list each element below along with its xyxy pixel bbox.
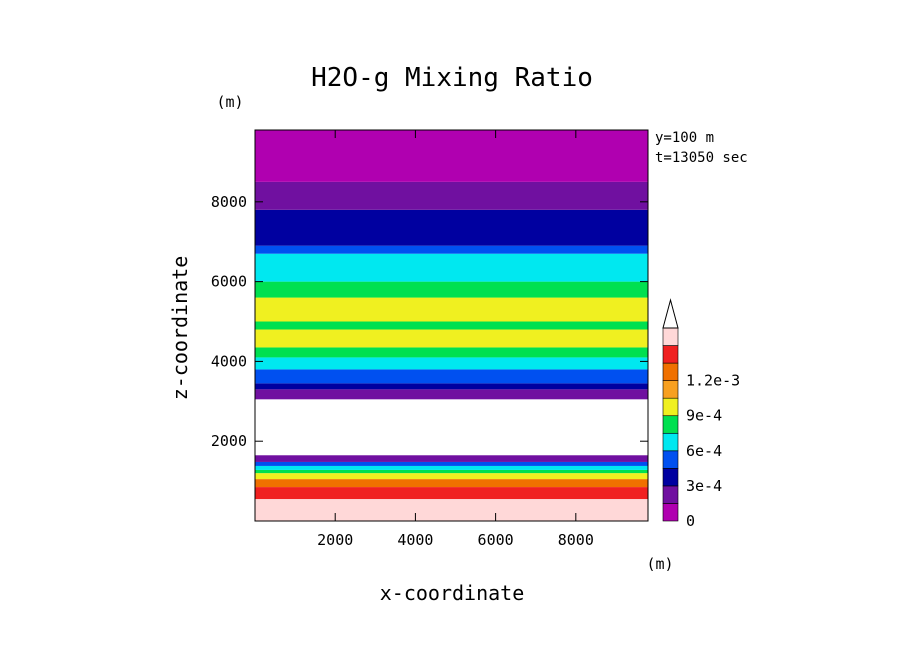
colorbar-swatch	[662, 450, 679, 469]
colorbar-swatch	[662, 468, 679, 487]
y-tick-label: 6000	[211, 273, 247, 291]
colorbar-swatch	[662, 362, 679, 381]
annotation-y-position: y=100 m	[655, 130, 714, 146]
x-axis-label: x-coordinate	[380, 581, 525, 605]
contour-band-blue-layer	[255, 461, 648, 466]
colorbar-extension-triangle	[662, 298, 679, 329]
contour-band-purple-layer	[255, 455, 648, 462]
colorbar-tick-label: 6e-4	[686, 442, 722, 460]
contour-band-blue-upper	[255, 245, 648, 254]
colorbar-swatch	[662, 327, 679, 346]
contour-band-purple-cap	[255, 389, 648, 400]
plot-area	[254, 129, 649, 522]
contour-band-yellow-layer	[255, 473, 648, 480]
contour-band-cyan-layer	[255, 465, 648, 470]
contour-band-green-mid	[255, 347, 648, 358]
x-unit-label: (m)	[646, 555, 673, 573]
contour-band-orange-layer	[255, 479, 648, 488]
colorbar: 0 3e-4 6e-4 9e-4 1.2e-3	[662, 298, 740, 530]
x-tick-label: 2000	[317, 531, 353, 549]
y-tick-label: 4000	[211, 352, 247, 370]
y-axis-ticks: 2000 4000 6000 8000	[211, 193, 648, 450]
contour-band-navy-lower	[255, 383, 648, 390]
chart-title: H2O-g Mixing Ratio	[311, 63, 593, 93]
colorbar-swatch	[662, 432, 679, 452]
contour-band-navy-upper	[255, 209, 648, 246]
x-tick-label: 6000	[478, 531, 514, 549]
colorbar-tick-label: 0	[686, 512, 695, 530]
y-unit-label: (m)	[216, 93, 243, 111]
contour-band-cyan-lower	[255, 357, 648, 370]
contour-band-green-upper	[255, 281, 648, 298]
colorbar-swatch	[662, 415, 679, 434]
colorbar-tick-label: 1.2e-3	[686, 372, 740, 390]
x-tick-label: 4000	[397, 531, 433, 549]
contour-band-yellow-upper	[255, 297, 648, 322]
y-tick-label: 8000	[211, 193, 247, 211]
x-axis-ticks: 2000 4000 6000 8000	[317, 130, 594, 549]
plot-frame	[254, 129, 649, 522]
colorbar-tick-label: 3e-4	[686, 477, 722, 495]
contour-band-violet-upper	[255, 181, 648, 210]
colorbar-swatch	[662, 397, 679, 417]
x-tick-label: 8000	[558, 531, 594, 549]
contour-band-magenta-top	[255, 130, 648, 182]
colorbar-tick-label: 9e-4	[686, 407, 722, 425]
y-tick-label: 2000	[211, 432, 247, 450]
contour-band-green-mid-upper	[255, 321, 648, 330]
colorbar-swatch	[662, 485, 679, 504]
y-axis-label: z-coordinate	[168, 256, 192, 401]
contour-band-surface-moist-layer	[255, 499, 648, 521]
contour-band-cyan-upper	[255, 253, 648, 282]
colorbar-swatch	[662, 380, 679, 399]
colorbar-swatch	[662, 503, 679, 522]
contour-band-green-layer	[255, 469, 648, 474]
contour-band-red-layer	[255, 487, 648, 500]
annotation-time: t=13050 sec	[655, 150, 748, 166]
contour-band-blue-lower	[255, 369, 648, 384]
contour-band-dry-layer	[255, 399, 648, 456]
colorbar-swatch	[662, 345, 679, 364]
contour-band-yellow-mid	[255, 329, 648, 348]
